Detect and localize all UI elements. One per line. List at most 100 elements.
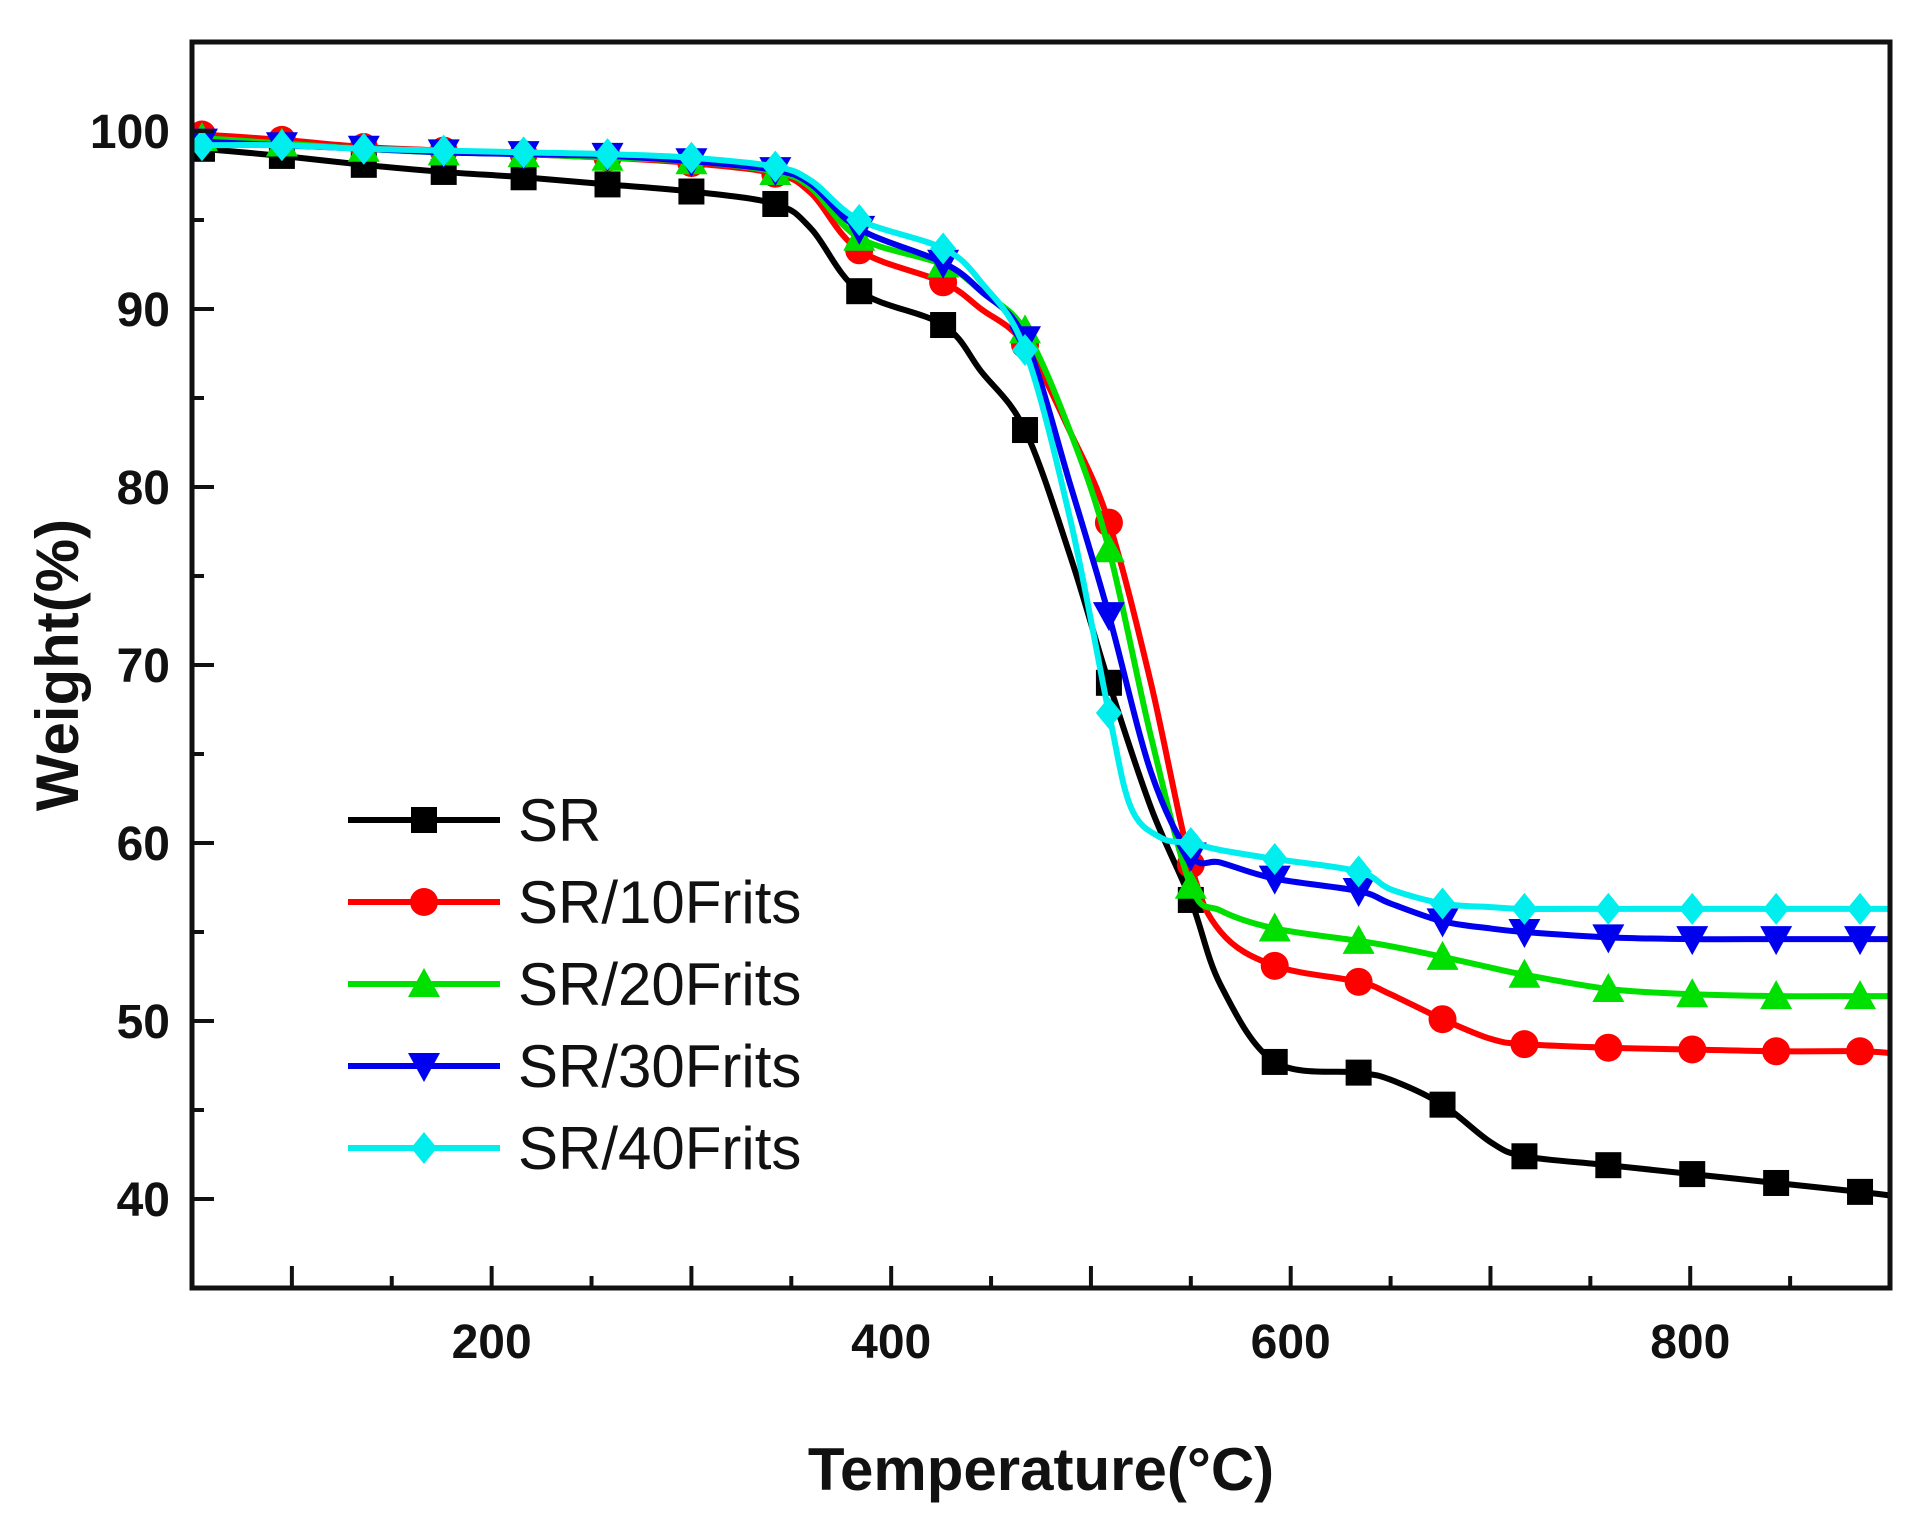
x-tick-label: 800 (1650, 1316, 1730, 1369)
data-point (350, 132, 377, 165)
axis-layer: 200 400 600 800 40 50 60 70 80 90 100 (90, 106, 1793, 1369)
y-tick-label: 50 (117, 996, 170, 1049)
data-point (930, 232, 957, 265)
data-point (430, 134, 457, 167)
data-point (1760, 980, 1793, 1010)
data-point (1258, 865, 1291, 895)
data-point (1012, 333, 1039, 366)
data-point (1012, 417, 1039, 444)
data-point (1760, 926, 1793, 956)
legend-marker (408, 1053, 440, 1082)
data-point (1679, 1161, 1706, 1188)
data-point (1679, 892, 1706, 925)
legend-item: SR/30Frits (348, 1033, 801, 1100)
data-point (1846, 1037, 1875, 1066)
data-point (1258, 912, 1291, 942)
data-point (846, 278, 873, 305)
data-point (1592, 972, 1625, 1002)
data-point (846, 204, 873, 236)
data-point (1342, 924, 1375, 954)
data-point (1511, 1143, 1538, 1170)
data-point (1592, 924, 1625, 954)
legend-item: SR/40Frits (348, 1115, 801, 1182)
data-point (1426, 908, 1459, 938)
series-line (201, 145, 1890, 1199)
data-point (1095, 697, 1122, 730)
data-point (762, 150, 789, 183)
data-point (1261, 1048, 1288, 1075)
data-point (678, 141, 705, 174)
data-point (1844, 980, 1877, 1010)
data-point (1261, 843, 1288, 876)
data-point (268, 129, 295, 162)
data-point (1762, 1037, 1791, 1066)
data-point (1260, 951, 1289, 980)
legend-label: SR/10Frits (518, 869, 801, 936)
data-point (930, 312, 957, 339)
data-point (1426, 940, 1459, 970)
y-tick-label: 80 (117, 462, 170, 515)
series-sr-20frits (192, 122, 1890, 1010)
legend-marker (410, 888, 438, 916)
series-line (201, 135, 1890, 1000)
x-tick-label: 200 (452, 1316, 532, 1369)
series-sr (192, 135, 1890, 1205)
legend-item: SR (348, 787, 601, 854)
legend-label: SR (518, 787, 601, 854)
data-point (1092, 533, 1125, 563)
data-point (1676, 978, 1709, 1008)
data-point (1429, 1091, 1456, 1118)
y-tick-label: 70 (117, 640, 170, 693)
data-point (1844, 926, 1877, 956)
y-tick-label: 60 (117, 818, 170, 871)
x-axis-title: Temperature(°C) (808, 1436, 1274, 1503)
series-line (201, 141, 1890, 912)
data-point (1847, 1178, 1874, 1205)
series-line (201, 131, 1890, 1057)
data-point (1847, 892, 1874, 925)
data-point (1678, 1035, 1707, 1064)
data-point (1092, 602, 1125, 632)
data-point (678, 178, 705, 205)
legend-marker (408, 968, 440, 997)
data-point (1595, 1152, 1622, 1179)
legend-label: SR/40Frits (518, 1115, 801, 1182)
y-tick-label: 90 (117, 284, 170, 337)
data-point (1508, 919, 1541, 948)
data-point (1342, 878, 1375, 908)
data-point (1177, 827, 1204, 859)
data-point (192, 129, 215, 162)
data-point (1594, 1033, 1623, 1062)
y-tick-label: 40 (117, 1174, 170, 1227)
y-axis-title: Weight(%) (24, 519, 91, 811)
series-sr-10frits (192, 120, 1890, 1066)
data-point (1428, 1005, 1457, 1034)
legend-marker (411, 807, 437, 833)
data-point (1763, 892, 1790, 925)
data-point (1508, 958, 1541, 988)
data-point (1595, 892, 1622, 925)
data-point (594, 138, 621, 171)
data-point (1345, 855, 1372, 888)
plot-frame (189, 39, 1893, 1291)
series-layer (192, 120, 1890, 1205)
data-point (1510, 1030, 1539, 1059)
data-point (510, 136, 537, 169)
legend-label: SR/20Frits (518, 951, 801, 1018)
legend-label: SR/30Frits (518, 1033, 801, 1100)
data-point (1345, 1059, 1372, 1086)
legend: SR SR/10Frits SR/20Frits SR/30Frits SR/40Fri… (348, 787, 801, 1182)
series-sr-40frits (192, 129, 1890, 925)
series-sr-30frits (192, 128, 1890, 956)
legend-item: SR/20Frits (348, 951, 801, 1018)
data-point (1429, 887, 1456, 920)
data-point (1174, 869, 1207, 899)
data-point (594, 171, 621, 198)
data-point (762, 190, 789, 217)
x-tick-label: 400 (851, 1316, 931, 1369)
legend-item: SR/10Frits (348, 869, 801, 936)
data-point (1344, 967, 1373, 996)
data-point (1676, 926, 1709, 956)
